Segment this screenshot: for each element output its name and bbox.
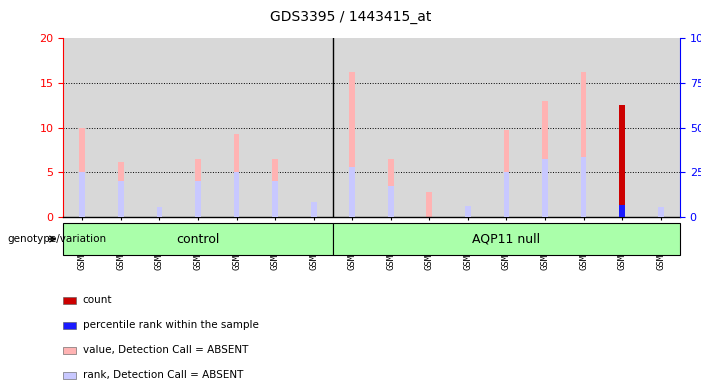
Bar: [272, 159, 278, 217]
Text: rank, Detection Call = ABSENT: rank, Detection Call = ABSENT: [83, 370, 243, 380]
Bar: [641, 38, 680, 217]
Bar: [580, 72, 587, 217]
Text: count: count: [83, 295, 112, 305]
Bar: [294, 38, 333, 217]
Bar: [233, 134, 240, 217]
Bar: [63, 297, 76, 304]
Bar: [233, 172, 240, 217]
Bar: [388, 186, 394, 217]
Bar: [349, 72, 355, 217]
Bar: [311, 202, 317, 217]
Bar: [156, 207, 163, 217]
Bar: [410, 38, 449, 217]
Bar: [102, 38, 140, 217]
Bar: [388, 159, 394, 217]
Bar: [333, 223, 680, 255]
Bar: [526, 38, 564, 217]
Bar: [426, 192, 433, 217]
Bar: [179, 38, 217, 217]
Bar: [503, 130, 510, 217]
Bar: [156, 207, 163, 217]
Bar: [349, 167, 355, 217]
Bar: [217, 38, 256, 217]
Text: GDS3395 / 1443415_at: GDS3395 / 1443415_at: [270, 10, 431, 23]
Bar: [465, 206, 471, 217]
Text: control: control: [177, 233, 219, 245]
Bar: [619, 205, 625, 217]
Bar: [195, 159, 201, 217]
Bar: [118, 162, 124, 217]
Text: percentile rank within the sample: percentile rank within the sample: [83, 320, 259, 330]
Bar: [465, 206, 471, 217]
Bar: [63, 38, 102, 217]
Bar: [63, 347, 76, 354]
Text: value, Detection Call = ABSENT: value, Detection Call = ABSENT: [83, 345, 248, 355]
Bar: [63, 372, 76, 379]
Bar: [658, 207, 664, 217]
Bar: [580, 157, 587, 217]
Bar: [449, 38, 487, 217]
Bar: [79, 127, 86, 217]
Bar: [619, 105, 625, 217]
Bar: [542, 159, 548, 217]
Bar: [658, 207, 664, 217]
Bar: [63, 322, 76, 329]
Bar: [564, 38, 603, 217]
Bar: [487, 38, 526, 217]
Bar: [311, 202, 317, 217]
Bar: [333, 38, 372, 217]
Bar: [603, 38, 641, 217]
Bar: [63, 223, 333, 255]
Bar: [542, 101, 548, 217]
Bar: [372, 38, 410, 217]
Bar: [140, 38, 179, 217]
Bar: [195, 181, 201, 217]
Bar: [272, 181, 278, 217]
Text: AQP11 null: AQP11 null: [472, 233, 540, 245]
Text: genotype/variation: genotype/variation: [7, 234, 106, 244]
Bar: [503, 172, 510, 217]
Bar: [256, 38, 294, 217]
Bar: [118, 181, 124, 217]
Bar: [79, 172, 86, 217]
